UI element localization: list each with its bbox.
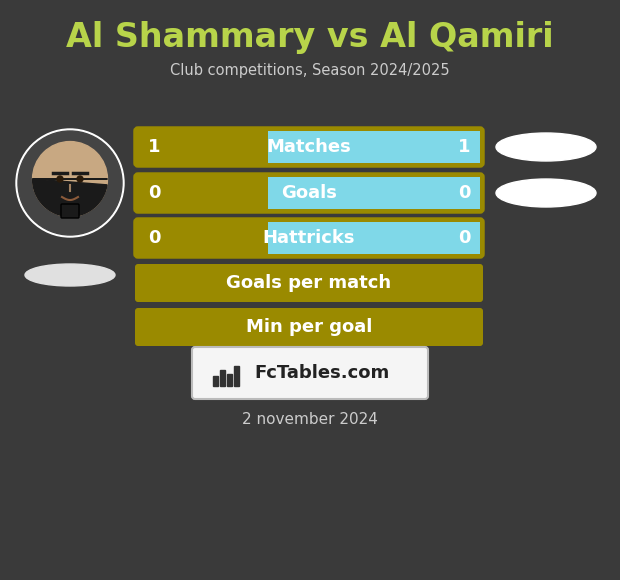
Text: 2 november 2024: 2 november 2024 (242, 412, 378, 427)
Text: Matches: Matches (267, 138, 352, 156)
FancyBboxPatch shape (135, 264, 483, 302)
Bar (220, 370, 225, 386)
Text: Goals per match: Goals per match (226, 274, 392, 292)
Circle shape (77, 176, 83, 182)
Text: Club competitions, Season 2024/2025: Club competitions, Season 2024/2025 (170, 63, 450, 78)
Circle shape (18, 131, 122, 235)
Bar (268, 131, 480, 163)
Circle shape (57, 176, 63, 182)
FancyBboxPatch shape (135, 174, 483, 212)
Bar (268, 177, 480, 209)
Text: 0: 0 (458, 229, 470, 247)
Ellipse shape (496, 133, 596, 161)
FancyBboxPatch shape (135, 308, 483, 346)
Text: FcTables.com: FcTables.com (254, 364, 389, 382)
Text: Al Shammary vs Al Qamiri: Al Shammary vs Al Qamiri (66, 21, 554, 55)
Text: 1: 1 (148, 138, 160, 156)
Text: 0: 0 (148, 229, 160, 247)
Polygon shape (33, 179, 107, 216)
Circle shape (16, 129, 124, 237)
FancyBboxPatch shape (61, 204, 79, 218)
Text: Hattricks: Hattricks (263, 229, 355, 247)
Bar (234, 366, 239, 386)
Ellipse shape (25, 264, 115, 286)
Text: 1: 1 (458, 138, 470, 156)
Text: 0: 0 (148, 184, 160, 202)
Text: 0: 0 (458, 184, 470, 202)
Circle shape (33, 142, 107, 216)
Bar (213, 376, 218, 386)
Text: Goals: Goals (281, 184, 337, 202)
Text: Min per goal: Min per goal (246, 318, 372, 336)
FancyBboxPatch shape (135, 219, 483, 257)
Bar (268, 222, 480, 254)
Ellipse shape (496, 179, 596, 207)
Bar (227, 374, 232, 386)
FancyBboxPatch shape (192, 347, 428, 399)
FancyBboxPatch shape (135, 128, 483, 166)
